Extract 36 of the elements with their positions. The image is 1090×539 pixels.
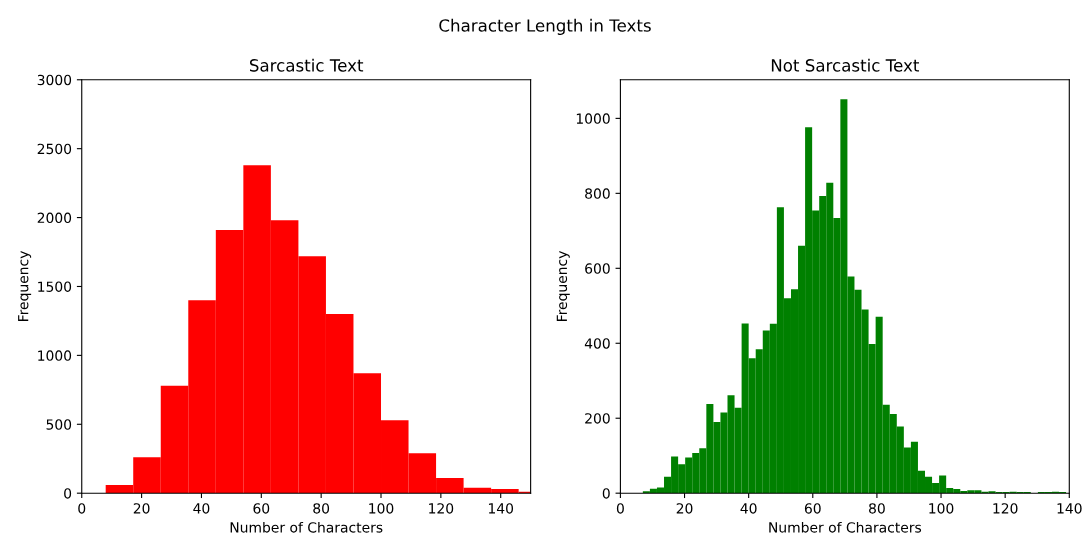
- x-tick-label: 40: [740, 503, 757, 514]
- y-axis-title: Frequency: [556, 251, 570, 321]
- x-tick-label: 40: [193, 503, 210, 514]
- x-tick-label: 140: [488, 503, 514, 514]
- y-tick-label: 600: [585, 263, 610, 274]
- x-tick-label: 20: [676, 503, 693, 514]
- y-tick-label: 800: [585, 188, 610, 199]
- x-tick-label: 100: [369, 503, 394, 514]
- x-tick-label: 0: [616, 503, 624, 514]
- y-tick-label: 0: [64, 488, 72, 499]
- y-tick-label: 1000: [576, 113, 610, 124]
- chart-title: Not Sarcastic Text: [771, 58, 920, 72]
- x-tick-label: 80: [313, 503, 330, 514]
- text: Character Length in Texts: [439, 18, 651, 35]
- y-tick-label: 3000: [37, 74, 72, 86]
- x-tick-label: 100: [929, 503, 954, 514]
- y-tick-label: 1000: [38, 350, 72, 361]
- y-tick-label: 2000: [37, 212, 72, 224]
- y-tick-label: 400: [584, 338, 610, 349]
- x-tick-label: 60: [804, 503, 821, 514]
- x-tick-label: 120: [429, 503, 454, 514]
- y-axis-title: Frequency: [18, 251, 32, 321]
- y-tick-label: 500: [46, 419, 72, 430]
- x-axis-title: Number of Characters: [230, 521, 383, 533]
- x-axis-title: Number of Characters: [769, 521, 922, 533]
- x-tick-label: 80: [869, 503, 885, 514]
- chart-title: Sarcastic Text: [249, 58, 364, 72]
- x-tick-label: 140: [1057, 503, 1082, 514]
- x-tick-label: 0: [78, 503, 86, 514]
- y-tick-label: 200: [585, 413, 610, 424]
- y-tick-label: 2500: [37, 143, 72, 155]
- y-tick-label: 1500: [38, 281, 72, 292]
- x-tick-label: 60: [253, 503, 270, 514]
- y-tick-label: 0: [602, 488, 610, 499]
- x-tick-label: 120: [993, 503, 1018, 514]
- x-tick-label: 20: [133, 503, 150, 514]
